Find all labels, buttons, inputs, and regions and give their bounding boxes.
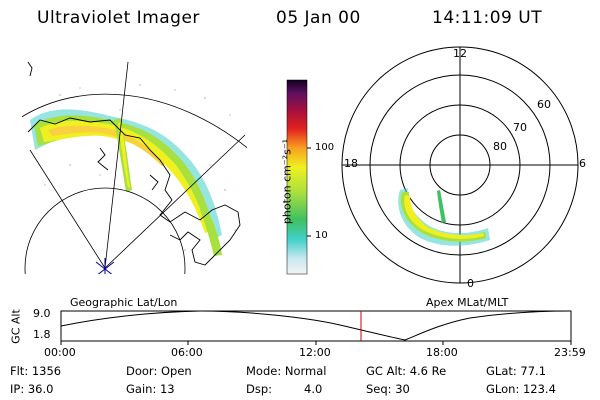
geographic-panel-label: Geographic Lat/Lon	[70, 296, 178, 309]
info-gc-alt: GC Alt: 4.6 Re	[366, 364, 447, 378]
info-glat: GLat: 77.1	[486, 364, 547, 378]
mlat-label-60: 60	[537, 98, 551, 111]
info-ip: IP: 36.0	[10, 382, 54, 396]
orbit-ylabel: GC Alt	[9, 309, 23, 344]
geographic-pole-marker	[95, 258, 115, 274]
mlt-label-6: 6	[579, 157, 586, 170]
instrument-title: Ultraviolet Imager	[37, 8, 200, 28]
apex-panel-label: Apex MLat/MLT	[426, 296, 509, 309]
polar-plot	[341, 46, 579, 284]
auroral-oval	[398, 188, 490, 246]
mlat-label-80: 80	[493, 140, 507, 153]
info-flight: Flt: 1356	[10, 364, 62, 378]
orbit-ytick-min: 1.8	[33, 328, 51, 341]
mlat-label-70: 70	[513, 121, 527, 134]
mlt-label-18: 18	[344, 157, 358, 170]
noise-speckle	[44, 83, 236, 252]
info-glon: GLon: 123.4	[486, 382, 556, 396]
info-gain: Gain: 13	[126, 382, 175, 396]
info-dsp-label: Dsp:	[246, 382, 273, 396]
colorbar-tick-100: 100	[315, 142, 335, 153]
info-mode: Mode: Normal	[246, 364, 327, 378]
mlt-label-12: 12	[453, 47, 467, 60]
coastline	[27, 61, 241, 266]
info-door: Door: Open	[126, 364, 192, 378]
mlt-label-0: 0	[467, 277, 474, 290]
orbit-xtick-1200: 12:00	[299, 346, 331, 359]
orbit-ytick-max: 9.0	[33, 307, 51, 320]
info-seq: Seq: 30	[366, 382, 410, 396]
colorbar-tick-10: 10	[315, 230, 328, 241]
orbit-plot	[60, 310, 572, 345]
date-label: 05 Jan 00	[276, 8, 361, 28]
aurora-emission	[30, 109, 222, 256]
time-label: 14:11:09 UT	[432, 8, 543, 28]
colorbar	[286, 79, 311, 275]
orbit-xtick-1800: 18:00	[426, 346, 458, 359]
geographic-map	[22, 61, 247, 274]
altitude-curve	[60, 310, 572, 341]
info-dsp-value: 4.0	[304, 382, 323, 396]
orbit-xtick-0000: 00:00	[44, 346, 76, 359]
lat-lon-grid	[22, 61, 247, 274]
orbit-xtick-0600: 06:00	[171, 346, 203, 359]
colorbar-label: photon cm⁻²s⁻¹	[280, 138, 294, 225]
orbit-xtick-2359: 23:59	[554, 346, 586, 359]
